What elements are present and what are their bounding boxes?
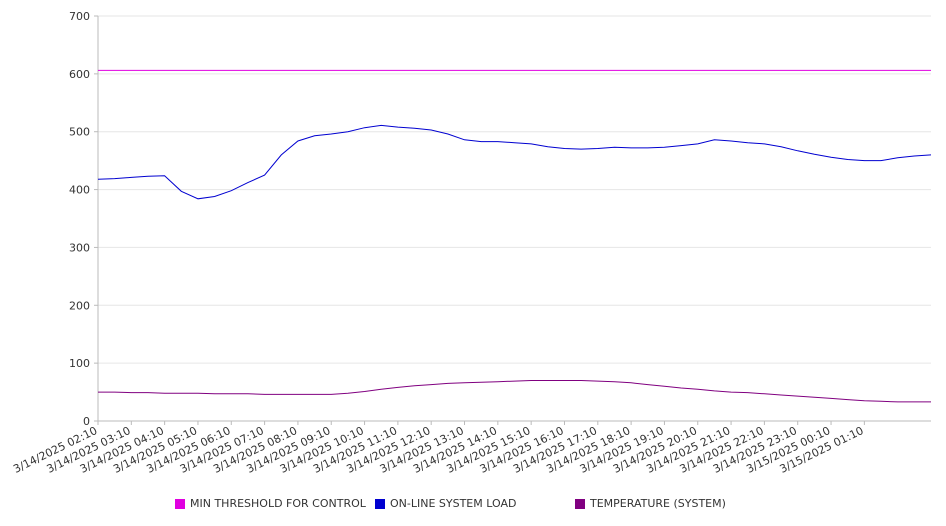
y-tick-label: 100 bbox=[69, 357, 90, 370]
legend-label-temperature: TEMPERATURE (SYSTEM) bbox=[590, 497, 726, 510]
legend: MIN THRESHOLD FOR CONTROL ON-LINE SYSTEM… bbox=[0, 497, 946, 515]
legend-label-system-load: ON-LINE SYSTEM LOAD bbox=[390, 497, 517, 510]
legend-item-threshold[interactable]: MIN THRESHOLD FOR CONTROL bbox=[175, 497, 366, 510]
legend-swatch-system-load bbox=[375, 498, 385, 509]
legend-swatch-threshold bbox=[175, 498, 185, 509]
series-lines bbox=[97, 69, 932, 403]
legend-item-temperature[interactable]: TEMPERATURE (SYSTEM) bbox=[575, 497, 726, 510]
legend-label-threshold: MIN THRESHOLD FOR CONTROL bbox=[190, 497, 366, 510]
y-tick-label: 400 bbox=[69, 184, 90, 197]
y-tick-label: 500 bbox=[69, 126, 90, 139]
series-line-2[interactable] bbox=[98, 380, 931, 403]
legend-swatch-temperature bbox=[575, 498, 585, 509]
legend-item-system-load[interactable]: ON-LINE SYSTEM LOAD bbox=[375, 497, 516, 510]
y-tick-label: 600 bbox=[69, 68, 90, 81]
y-tick-label: 700 bbox=[69, 10, 90, 23]
y-tick-label: 0 bbox=[83, 415, 90, 428]
series-line-1[interactable] bbox=[97, 124, 932, 200]
y-tick-label: 200 bbox=[69, 299, 90, 312]
grid-lines bbox=[98, 15, 931, 364]
y-axis: 0 100 200 300 400 500 600 700 bbox=[69, 10, 98, 428]
y-tick-label: 300 bbox=[69, 241, 90, 254]
x-axis: 3/14/2025 02:103/14/2025 03:103/14/2025 … bbox=[11, 421, 866, 476]
